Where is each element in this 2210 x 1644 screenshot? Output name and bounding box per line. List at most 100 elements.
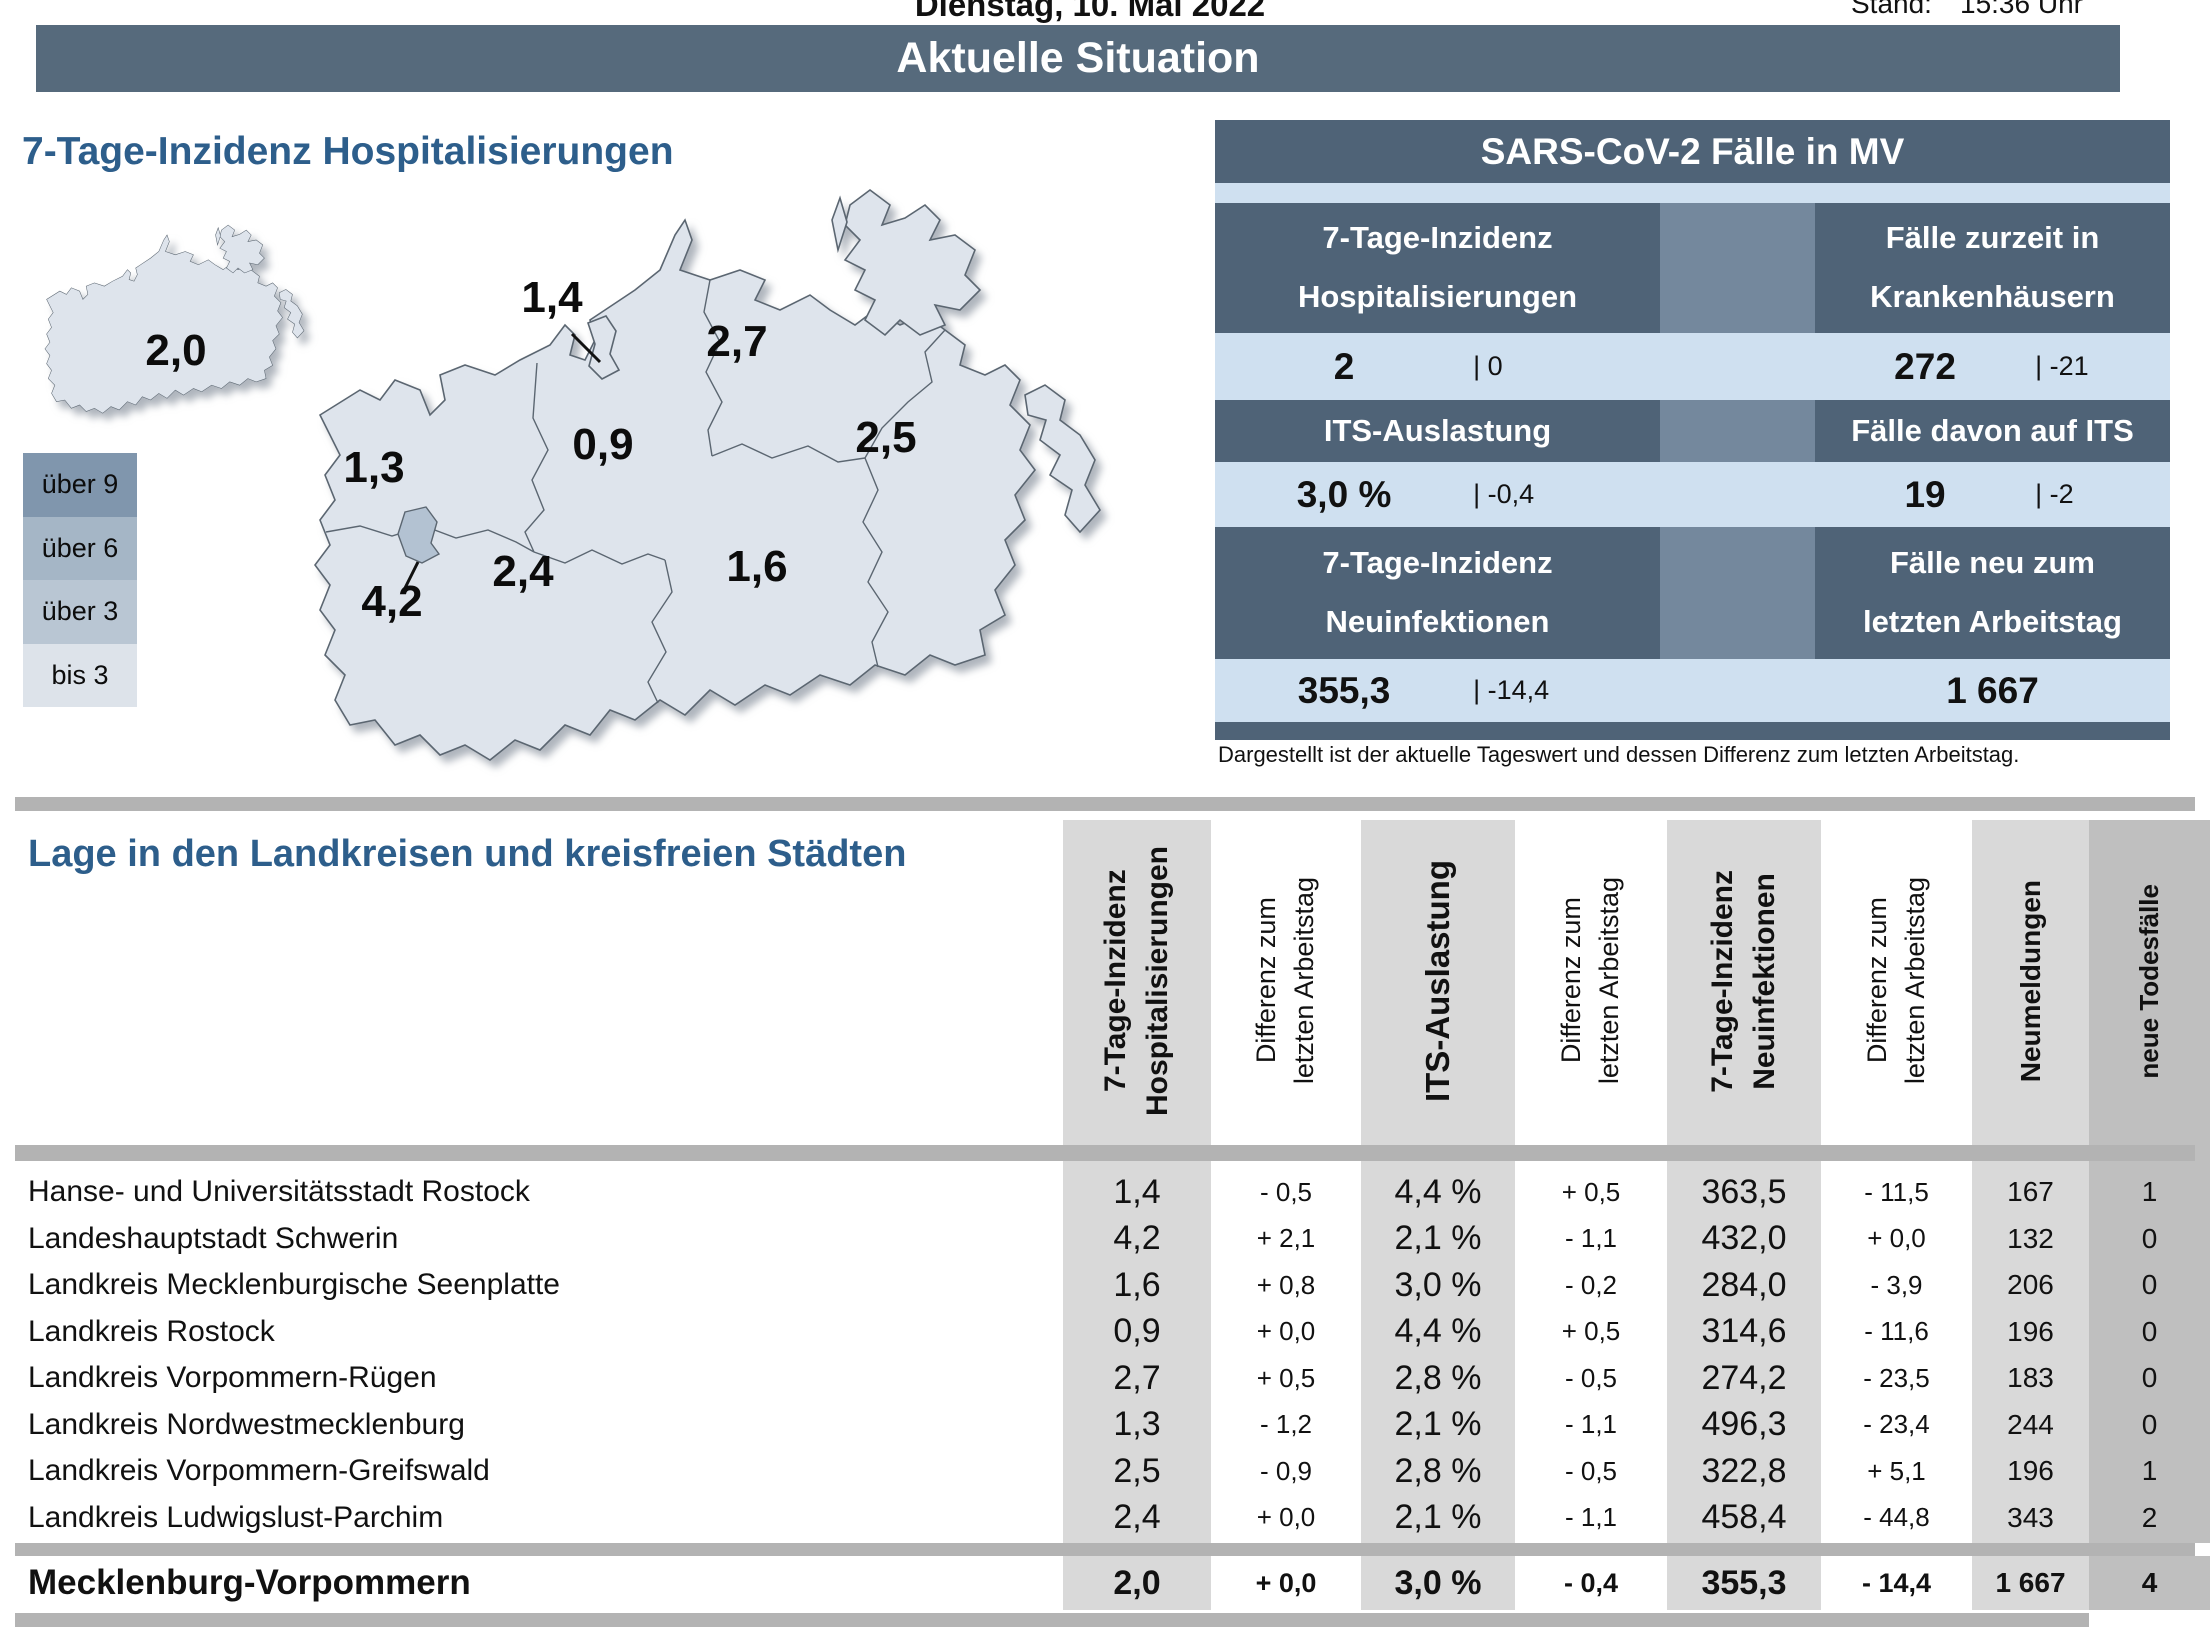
report-date: Dienstag, 10. Mai 2022 xyxy=(914,0,1266,23)
rostock-city-shape xyxy=(587,315,621,380)
summary-header-infection-incidence: 7-Tage-Inzidenz Neuinfektionen xyxy=(1215,527,1660,659)
icu-load-cell: 4,4 % xyxy=(1394,1172,1482,1211)
map-legend: über 9 über 6 über 3 bis 3 xyxy=(23,453,137,707)
district-name: Mecklenburg-Vorpommern xyxy=(28,1563,471,1602)
divider xyxy=(15,797,2195,811)
stand-time: 15:36 Uhr xyxy=(1960,0,2083,19)
hosp-incidence-cell: 2,7 xyxy=(1113,1358,1161,1397)
hosp-incidence-cell: 1,3 xyxy=(1113,1405,1161,1444)
new-deaths-cell: 4 xyxy=(2141,1567,2158,1598)
column-header-diff-3: Differenz zum letzten Arbeitstag xyxy=(1821,820,1972,1142)
infection-diff-cell: + 5,1 xyxy=(1867,1455,1926,1486)
column-header-label: 7-Tage-Inzidenz Neuinfektionen xyxy=(1706,869,1781,1093)
diff: | -14,4 xyxy=(1473,675,1550,705)
hosp-incidence-cell: 0,9 xyxy=(1113,1312,1161,1351)
map-section-title: 7-Tage-Inzidenz Hospitalisierungen xyxy=(22,130,674,173)
district-name: Landkreis Rostock xyxy=(28,1314,275,1348)
column-strip xyxy=(1972,820,2089,1543)
infection-diff-cell: - 44,8 xyxy=(1863,1502,1930,1533)
table-row: Landeshauptstadt Schwerin 4,2 + 2,1 2,1 … xyxy=(0,1216,2210,1263)
hosp-incidence-cell: 2,0 xyxy=(1113,1563,1161,1602)
column-header-label: neue Todesfälle xyxy=(2134,883,2165,1079)
new-deaths-cell: 0 xyxy=(2141,1408,2158,1440)
district-name: Landkreis Mecklenburgische Seenplatte xyxy=(28,1268,560,1302)
divider xyxy=(15,1543,2195,1556)
infection-diff-cell: - 14,4 xyxy=(1861,1567,1932,1598)
column-strip xyxy=(1361,820,1515,1543)
summary-value-hosp-incidence: 2 | 0 xyxy=(1215,333,1660,400)
summary-value-row-3: 355,3 | -14,4 1 667 xyxy=(1215,659,2170,722)
district-name: Landkreis Nordwestmecklenburg xyxy=(28,1407,465,1441)
hosp-incidence-cell: 2,4 xyxy=(1113,1498,1161,1537)
table-row: Landkreis Vorpommern-Greifswald 2,5 - 0,… xyxy=(0,1448,2210,1495)
summary-gap xyxy=(1660,333,1815,400)
summary-bottom-strip xyxy=(1215,722,2170,740)
column-strip xyxy=(1361,1556,1515,1610)
icu-load-cell: 2,1 % xyxy=(1394,1498,1482,1537)
column-strip xyxy=(2089,820,2210,1543)
summary-header-row-2: ITS-Auslastung Fälle davon auf ITS xyxy=(1215,400,2170,462)
summary-value-icu-cases: 19 | -2 xyxy=(1815,462,2170,527)
hosp-diff-cell: + 0,5 xyxy=(1256,1362,1316,1393)
summary-gap xyxy=(1660,659,1815,722)
new-reports-cell: 183 xyxy=(2007,1362,2054,1394)
summary-header-icu-load: ITS-Auslastung xyxy=(1215,400,1660,462)
icu-load-cell: 3,0 % xyxy=(1394,1265,1482,1304)
hosp-diff-cell: + 0,0 xyxy=(1256,1502,1316,1533)
district-table-section: Lage in den Landkreisen und kreisfreien … xyxy=(0,795,2210,1644)
table-row: Landkreis Vorpommern-Rügen 2,7 + 0,5 2,8… xyxy=(0,1355,2210,1402)
summary-header-new-cases: Fälle neu zum letzten Arbeitstag xyxy=(1815,527,2170,659)
hosp-diff-cell: + 0,0 xyxy=(1256,1316,1316,1347)
landkreis-rostock-value: 0,9 xyxy=(572,420,633,469)
district-name: Landkreis Vorpommern-Rügen xyxy=(28,1361,437,1395)
hosp-incidence-cell: 2,5 xyxy=(1113,1451,1161,1490)
new-deaths-cell: 0 xyxy=(2141,1315,2158,1347)
new-deaths-cell: 2 xyxy=(2141,1501,2158,1533)
stand-label: Stand: xyxy=(1851,0,1932,19)
column-header-label: 7-Tage-Inzidenz Hospitalisierungen xyxy=(1099,845,1174,1117)
hosp-diff-cell: + 2,1 xyxy=(1256,1223,1316,1254)
column-header-diff-1: Differenz zum letzten Arbeitstag xyxy=(1211,820,1361,1142)
icu-diff-cell: + 0,5 xyxy=(1561,1176,1621,1207)
summary-value-new-cases: 1 667 xyxy=(1815,659,2170,722)
border-vr-vg xyxy=(864,329,946,459)
infection-incidence-cell: 314,6 xyxy=(1701,1312,1787,1351)
hosp-diff-cell: + 0,8 xyxy=(1256,1269,1316,1300)
summary-value-infection-incidence: 355,3 | -14,4 xyxy=(1215,659,1660,722)
new-deaths-cell: 0 xyxy=(2141,1269,2158,1301)
new-reports-cell: 343 xyxy=(2007,1501,2054,1533)
table-row: Landkreis Rostock 0,9 + 0,0 4,4 % + 0,5 … xyxy=(0,1309,2210,1356)
summary-strip xyxy=(1215,183,2170,203)
district-rows: Hanse- und Universitätsstadt Rostock 1,4… xyxy=(0,1169,2210,1541)
rostock-pointer-line xyxy=(570,332,602,364)
summary-footnote: Dargestellt ist der aktuelle Tageswert u… xyxy=(1218,742,2020,767)
legend-item-over6: über 6 xyxy=(23,516,137,580)
infection-diff-cell: + 0,0 xyxy=(1867,1223,1926,1254)
icu-load-cell: 2,1 % xyxy=(1394,1219,1482,1258)
schwerin-pointer-line xyxy=(402,561,420,591)
column-strip xyxy=(1667,820,1821,1543)
icu-load-cell: 2,1 % xyxy=(1394,1405,1482,1444)
diff: | -21 xyxy=(2035,351,2089,381)
divider xyxy=(15,1145,2195,1161)
new-reports-cell: 1 667 xyxy=(1995,1567,2066,1598)
column-header-icu-load: ITS-Auslastung xyxy=(1361,820,1515,1142)
infection-incidence-cell: 363,5 xyxy=(1701,1172,1787,1211)
column-header-infection-incidence: 7-Tage-Inzidenz Neuinfektionen xyxy=(1667,820,1821,1142)
infection-diff-cell: - 3,9 xyxy=(1870,1269,1923,1300)
column-header-hosp-incidence: 7-Tage-Inzidenz Hospitalisierungen xyxy=(1063,820,1211,1142)
new-deaths-cell: 1 xyxy=(2141,1176,2158,1208)
new-reports-cell: 167 xyxy=(2007,1176,2054,1208)
infection-incidence-cell: 274,2 xyxy=(1701,1358,1787,1397)
icu-diff-cell: + 0,5 xyxy=(1561,1316,1621,1347)
hosp-incidence-cell: 1,6 xyxy=(1113,1265,1161,1304)
schwerin-shape xyxy=(397,506,441,564)
new-reports-cell: 244 xyxy=(2007,1408,2054,1440)
column-strip xyxy=(2089,1556,2210,1610)
mv-districts-map: 2,0 1,4 2,7 0,9 2,5 1,3 4,2 2,4 1,6 xyxy=(44,189,1101,761)
hosp-incidence-cell: 1,4 xyxy=(1113,1172,1161,1211)
column-header-label: Differenz zum letzten Arbeitstag xyxy=(1556,877,1624,1085)
diff: | 0 xyxy=(1473,351,1503,381)
new-reports-cell: 196 xyxy=(2007,1315,2054,1347)
column-strip xyxy=(1972,1556,2089,1610)
